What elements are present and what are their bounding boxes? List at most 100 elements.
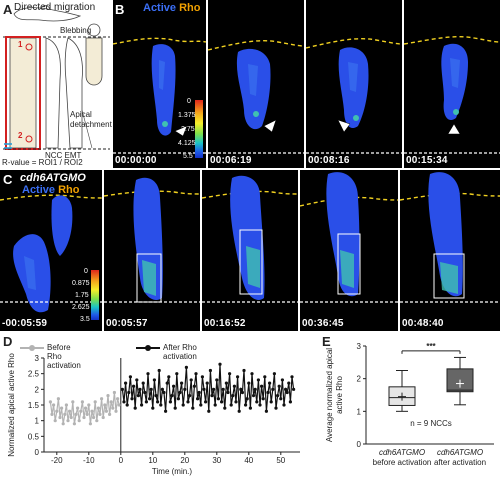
series-1-point-80	[248, 406, 252, 410]
series-0-point-42	[116, 397, 120, 401]
y-tick-label-1: 0.5	[28, 432, 40, 441]
series-1-point-99	[279, 397, 283, 401]
migrating-cell-protrusion	[39, 5, 51, 10]
n-label: n = 9 NCCs	[410, 419, 452, 428]
series-1-point-107	[292, 387, 296, 391]
series-1-point-86	[258, 403, 262, 407]
panel-b-tile-4: 00:15:34	[404, 0, 500, 168]
panel-c-letter: C	[3, 172, 13, 187]
series-1-point-45	[192, 384, 196, 388]
series-0-point-27	[92, 415, 96, 420]
panel-a-letter: A	[3, 2, 13, 17]
series-1-point-81	[250, 372, 254, 376]
series-1-point-72	[236, 375, 240, 379]
panel-e-box-chart: 0 1 2 3 Average normalized apical active Rho *…	[325, 342, 494, 467]
series-1-point-39	[183, 387, 187, 391]
series-1-point-44	[191, 406, 195, 410]
series-1-point-63	[221, 387, 225, 391]
series-1-point-74	[239, 387, 243, 391]
panel-c-title-line1: cdh6ATGMO	[20, 172, 86, 184]
series-1-point-4	[127, 390, 131, 395]
series-1-point-66	[226, 390, 230, 395]
series-1-point-33	[173, 406, 177, 410]
series-1-point-56	[210, 394, 214, 398]
x-tick-label-6: 40	[244, 456, 253, 465]
panel-e-letter: E	[322, 334, 331, 349]
series-0-point-21	[82, 415, 86, 420]
roi1-marker	[25, 43, 33, 51]
x-tick-label-2: 0	[119, 456, 124, 465]
series-1-point-68	[229, 403, 233, 407]
series-0-point-15	[72, 422, 76, 426]
series-0-point-30	[96, 406, 100, 410]
panel-c-tile-5: 00:48:40	[400, 170, 500, 331]
series-0-point-36	[106, 394, 110, 398]
panel-c-colorbar	[91, 270, 99, 320]
y-axis-title: Normalized apical active Rho	[7, 353, 16, 457]
label-apical-text: Apical detachment	[70, 110, 112, 129]
panel-b-cbar-tick-2: 2.75	[181, 126, 195, 133]
panel-c-timestamp-4: 00:36:45	[302, 318, 344, 329]
x-tick-label-4: 20	[180, 456, 189, 465]
series-1-point-95	[272, 372, 276, 376]
bleb	[87, 23, 101, 37]
series-1-point-62	[220, 400, 224, 404]
series-1-point-79	[247, 381, 251, 385]
legend-before-label: Before Rho activation	[47, 343, 81, 370]
series-1-point-40	[184, 365, 188, 369]
panel-c-title-rho: Rho	[58, 184, 80, 196]
series-1-point-96	[274, 406, 278, 410]
series-1-point-10	[136, 394, 140, 398]
series-1-point-104	[287, 381, 291, 385]
panel-b-title: Active Rho	[143, 2, 200, 14]
series-1-point-92	[268, 381, 272, 385]
panel-c-tile-3: 00:16:52	[202, 170, 298, 331]
series-1-point-7	[132, 384, 136, 388]
series-1-point-82	[252, 394, 256, 398]
series-0-point-41	[114, 409, 118, 413]
e-y-tick-label-1: 1	[357, 407, 362, 416]
panel-c-tile-4: 00:36:45	[300, 170, 398, 331]
label-roi-1: 1	[18, 40, 23, 49]
series-0-point-8	[61, 422, 65, 426]
series-1-point-69	[231, 394, 235, 398]
series-0-point-34	[103, 403, 107, 407]
series-0-point-37	[108, 412, 112, 416]
x-tick-label-7: 50	[276, 456, 285, 465]
x-tick-label-1: -10	[83, 456, 95, 465]
series-1-point-57	[212, 387, 216, 391]
panel-b-cbar-tick-4: 5.5	[183, 153, 193, 160]
series-1-point-90	[264, 409, 268, 413]
ncc-cell-2	[45, 37, 61, 149]
panel-c-cbar-tick-4: 3.5	[80, 316, 90, 323]
series-1-point-5	[128, 375, 132, 379]
series-1-point-50	[200, 375, 204, 379]
panel-c-timestamp-2: 00:05:57	[106, 318, 148, 329]
panel-b-tile-2: 00:06:19	[208, 0, 304, 168]
series-0-point-0	[48, 400, 53, 404]
panel-d-line-chart: -20 -10 0 10 20 30 40 50 0 0.5 1 1.5 2 2.5 3 Time (min.…	[7, 353, 300, 476]
series-1-point-54	[207, 409, 211, 413]
series-1-point-27	[164, 409, 168, 413]
series-0-point-32	[100, 397, 104, 401]
series-1-point-14	[143, 390, 147, 395]
series-1-point-17	[148, 397, 152, 401]
series-1-point-58	[213, 403, 217, 407]
series-0-point-35	[104, 409, 108, 413]
panel-b-title-rho: Rho	[179, 2, 201, 14]
series-1-point-32	[172, 384, 176, 388]
panel-c-timestamp-5: 00:48:40	[402, 318, 444, 329]
label-apical-detachment: Apical detachment	[70, 110, 114, 130]
series-1-point-26	[162, 390, 166, 395]
category-1-line2: after activation	[434, 458, 486, 467]
series-1-point-23	[157, 368, 161, 373]
series-1-point-42	[188, 394, 192, 398]
panel-b-cbar-tick-3: 4.125	[178, 140, 196, 147]
panel-b-timestamp-1: 00:00:00	[115, 155, 157, 166]
series-1-point-43	[189, 378, 193, 382]
series-1-point-29	[167, 375, 171, 379]
series-1-point-78	[245, 397, 249, 401]
series-1-point-106	[290, 375, 294, 379]
series-1-point-36	[178, 390, 182, 395]
series-1-point-25	[160, 387, 164, 391]
